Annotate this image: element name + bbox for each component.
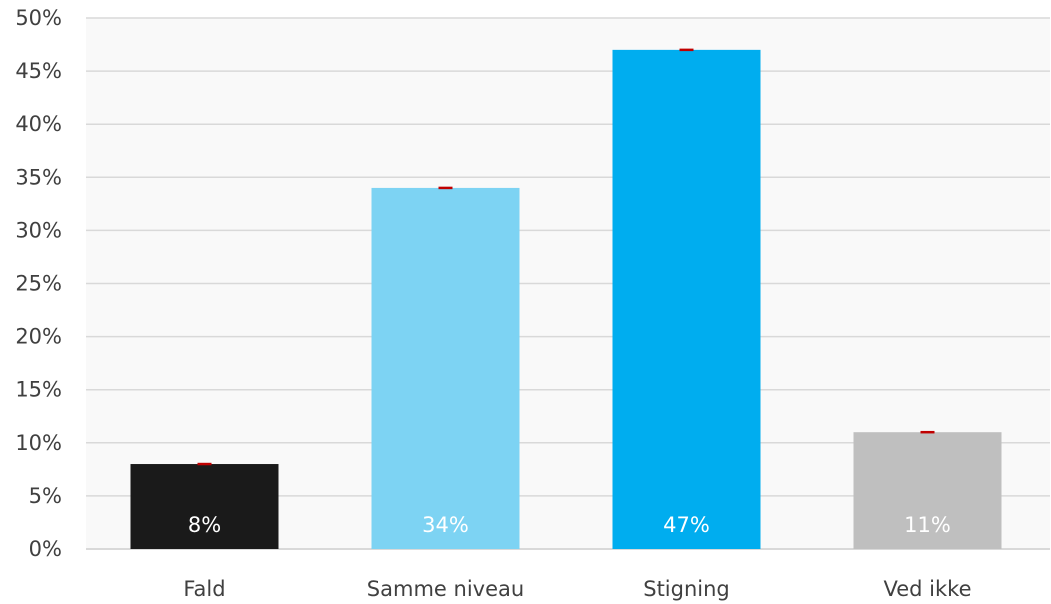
y-tick-label: 40%: [15, 112, 62, 136]
y-tick-label: 0%: [29, 537, 62, 561]
x-axis-labels: Fald Samme niveau Stigning Ved ikke: [183, 577, 971, 601]
y-tick-label: 10%: [15, 431, 62, 455]
y-tick-label: 35%: [15, 165, 62, 189]
bar: [853, 432, 1002, 549]
y-tick-label: 50%: [15, 6, 62, 30]
error-markers: [197, 48, 935, 466]
gridlines: [86, 17, 1050, 550]
x-category-label: Stigning: [643, 577, 730, 601]
bar: [371, 187, 520, 550]
y-tick-label: 5%: [29, 484, 62, 508]
bars: [130, 49, 1002, 550]
data-labels: 8% 34% 47% 11%: [188, 513, 951, 537]
y-tick-label: 30%: [15, 218, 62, 242]
data-label: 47%: [663, 513, 710, 537]
data-label: 11%: [904, 513, 951, 537]
bar: [130, 464, 279, 549]
y-tick-label: 25%: [15, 272, 62, 296]
y-axis-ticks: 0% 5% 10% 15% 20% 25% 30% 35% 40% 45% 50%: [15, 6, 62, 561]
y-tick-label: 20%: [15, 325, 62, 349]
x-category-label: Ved ikke: [884, 577, 972, 601]
x-category-label: Samme niveau: [367, 577, 524, 601]
y-tick-label: 15%: [15, 378, 62, 402]
y-tick-label: 45%: [15, 59, 62, 83]
x-category-label: Fald: [183, 577, 225, 601]
data-label: 8%: [188, 513, 221, 537]
data-label: 34%: [422, 513, 469, 537]
bar: [612, 49, 761, 550]
